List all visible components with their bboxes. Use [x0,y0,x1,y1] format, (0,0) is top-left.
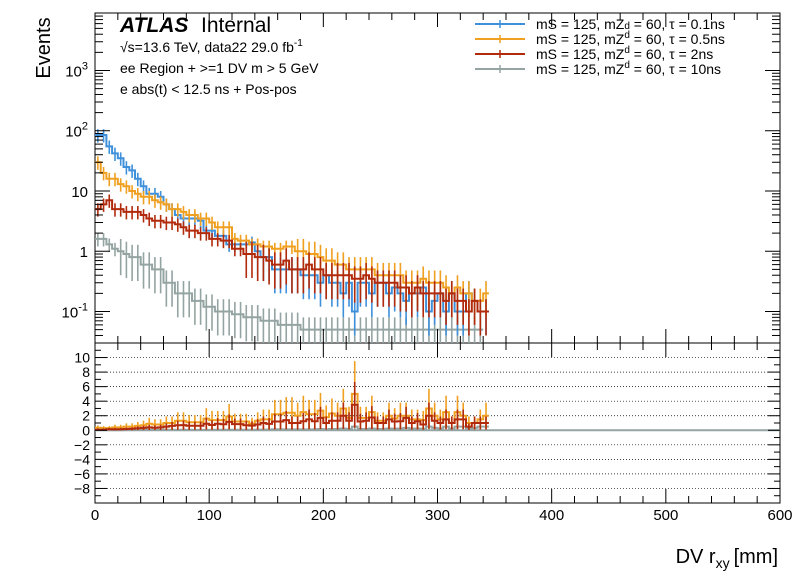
ratio-tick-label: −8 [74,480,90,496]
legend-entry: mS = 125, mZd = 60, τ = 0.5ns [536,30,725,47]
x-tick-label: 600 [767,507,792,524]
cut-label: e abs(t) < 12.5 ns + Pos-pos [120,81,297,97]
ratio-tick-label: 4 [82,393,90,409]
y-tick-label: 1 [80,244,88,261]
ratio-tick-label: −6 [74,466,90,482]
x-tick-label: 200 [311,507,336,524]
ratio-tick-label: 8 [82,364,90,380]
main-series-layer [95,129,489,343]
series-0-line [95,134,489,313]
energy-lumi-label: √s=13.6 TeV, data22 29.0 fb-1 [120,38,303,55]
ratio-series-layer [95,361,489,432]
y-tick-label: 10 [71,184,88,201]
x-tick-label: 0 [91,507,99,524]
ratio-tick-label: −4 [74,451,90,467]
y-tick-label: 10-1 [62,301,88,321]
atlas-label: ATLAS [119,14,188,37]
ratio-tick-label: 6 [82,379,90,395]
ratio-tick-label: 2 [82,408,90,424]
x-tick-label: 500 [653,507,678,524]
ratio-tick-label: −2 [74,437,90,453]
legend-entry: mS = 125, mZd = 60, τ = 10ns [536,60,721,77]
ratio-tick-label: 0 [82,422,90,438]
x-tick-label: 400 [539,507,564,524]
legend-entry: mS = 125, mZd = 60, τ = 2ns [536,45,713,62]
y-tick-label: 102 [65,121,88,141]
x-tick-label: 100 [197,507,222,524]
series-2-line [95,199,489,313]
x-tick-label: 300 [425,507,450,524]
legend-entry: mS = 125, mZd = 60, τ = 0.1ns [536,16,725,32]
y-axis-title: Events [33,17,55,78]
ratio-series-1-line [95,403,489,431]
ratio-series-0-line [95,392,489,430]
x-axis-title: DV rxy [mm] [676,546,778,571]
region-label: ee Region + >=1 DV m > 5 GeV [120,60,319,76]
x-ticks: 0 100 200 300 400 500 600 [91,13,793,524]
y-tick-label: 103 [65,60,88,80]
ratio-tick-label: 10 [74,350,90,366]
series-3-line [95,237,484,331]
internal-label: Internal [201,14,271,37]
